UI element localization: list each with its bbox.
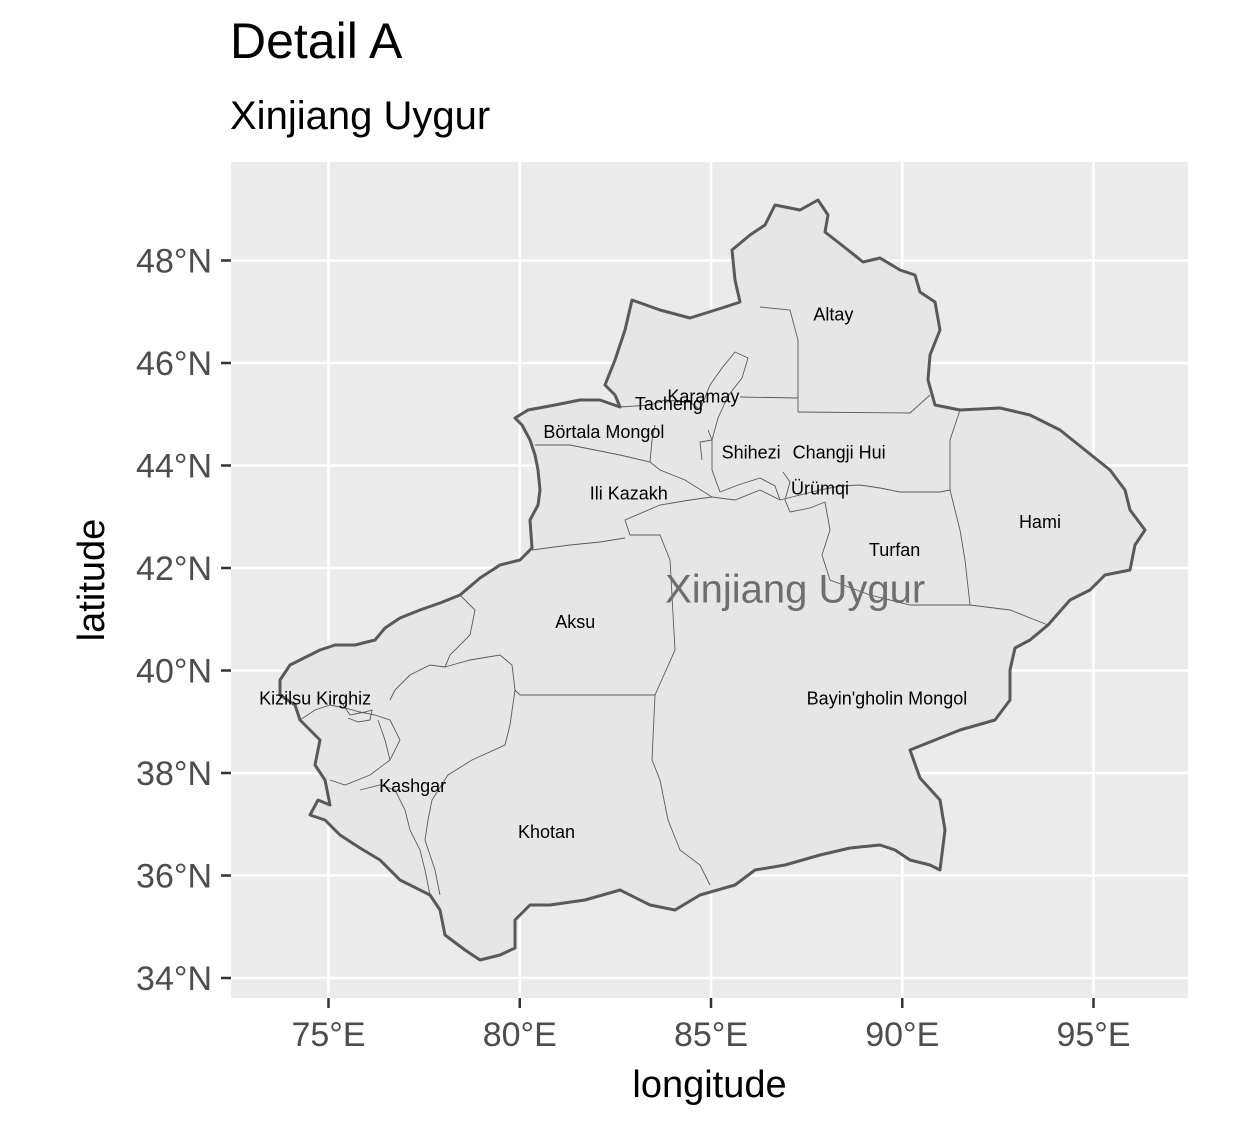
prefecture-label: Shihezi (722, 443, 781, 463)
y-tick-label: 38°N (136, 755, 212, 793)
prefecture-label: Aksu (555, 612, 595, 632)
map-subtitle: Xinjiang Uygur (230, 94, 491, 138)
prefecture-label: Karamay (667, 386, 739, 406)
y-tick-label: 34°N (136, 960, 212, 998)
prefecture-label: Changji Hui (793, 443, 886, 463)
x-tick-label: 80°E (483, 1016, 557, 1054)
y-tick-label: 42°N (136, 550, 212, 588)
prefecture-label: Börtala Mongol (543, 422, 664, 442)
x-tick-label: 75°E (291, 1016, 365, 1054)
y-tick-label: 44°N (136, 448, 212, 486)
prefecture-label: Bayin'gholin Mongol (807, 689, 968, 709)
axis-ticks: 75°E 80°E 85°E 90°E 95°E 34°N 36°N 38°N 40°N 42°N… (136, 243, 1131, 1055)
x-tick-label: 90°E (865, 1016, 939, 1054)
prefecture-label: Ili Kazakh (590, 484, 668, 504)
region-outline (278, 198, 1147, 962)
y-tick-label: 36°N (136, 858, 212, 896)
prefecture-label: Hami (1019, 512, 1061, 532)
prefecture-label: Kashgar (379, 776, 446, 796)
prefecture-label: Ürümqi (791, 479, 849, 499)
region-name-label: Xinjiang Uygur (665, 568, 925, 612)
prefecture-label: Kizilsu Kirghiz (259, 689, 371, 709)
x-tick-label: 95°E (1056, 1016, 1130, 1054)
y-tick-label: 46°N (136, 345, 212, 383)
y-tick-label: 40°N (136, 653, 212, 691)
x-axis-title: longitude (632, 1064, 786, 1106)
prefecture-borders (299, 306, 1049, 896)
map-title: Detail A (230, 13, 403, 69)
prefecture-label: Turfan (869, 540, 920, 560)
x-tick-label: 85°E (674, 1016, 748, 1054)
y-axis-title: latitude (71, 519, 113, 642)
prefecture-label: Khotan (518, 822, 575, 842)
prefecture-label: Tacheng (635, 394, 703, 414)
prefecture-label: Altay (813, 304, 853, 324)
y-tick-label: 48°N (136, 243, 212, 281)
